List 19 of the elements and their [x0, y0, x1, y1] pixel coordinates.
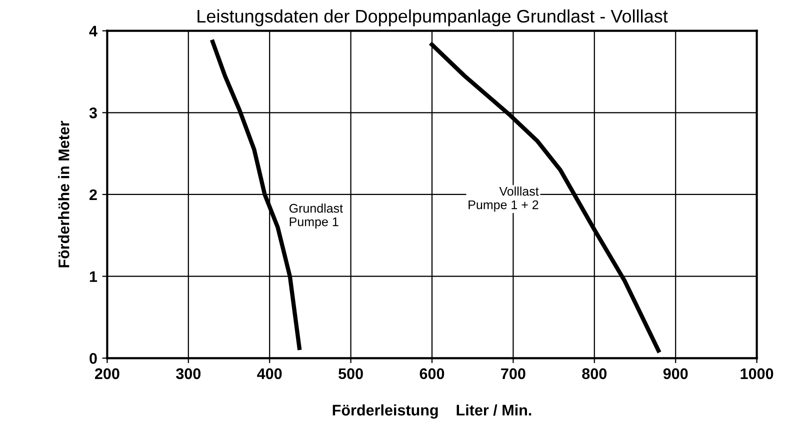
- x-tick-label: 200: [94, 368, 120, 380]
- x-tick-label: 800: [582, 368, 607, 380]
- y-axis-title: Förderhöhe in Meter: [58, 120, 70, 268]
- y-tick-label: 3: [89, 108, 97, 118]
- x-tick-label: 700: [501, 368, 526, 380]
- x-tick-label: 400: [257, 368, 282, 380]
- x-tick-label: 300: [176, 368, 201, 380]
- annotation: Grundlast Pumpe 1: [289, 204, 343, 229]
- x-tick-label: 1000: [740, 368, 774, 380]
- x-tick-label: 900: [663, 368, 688, 380]
- y-tick-label: 0: [90, 353, 97, 364]
- annotation: Volllast Pumpe 1 + 2: [468, 186, 539, 212]
- y-tick-label: 1: [90, 271, 98, 282]
- x-tick-label: 500: [338, 368, 363, 380]
- x-axis-title: Förderleistung Liter / Min.: [332, 404, 532, 419]
- y-tick-label: 2: [90, 189, 97, 200]
- x-tick-label: 600: [420, 368, 444, 380]
- y-tick-label: 4: [89, 26, 98, 36]
- chart-title: Leistungsdaten der Doppelpumpanlage Grundlast - Volllast: [198, 9, 668, 26]
